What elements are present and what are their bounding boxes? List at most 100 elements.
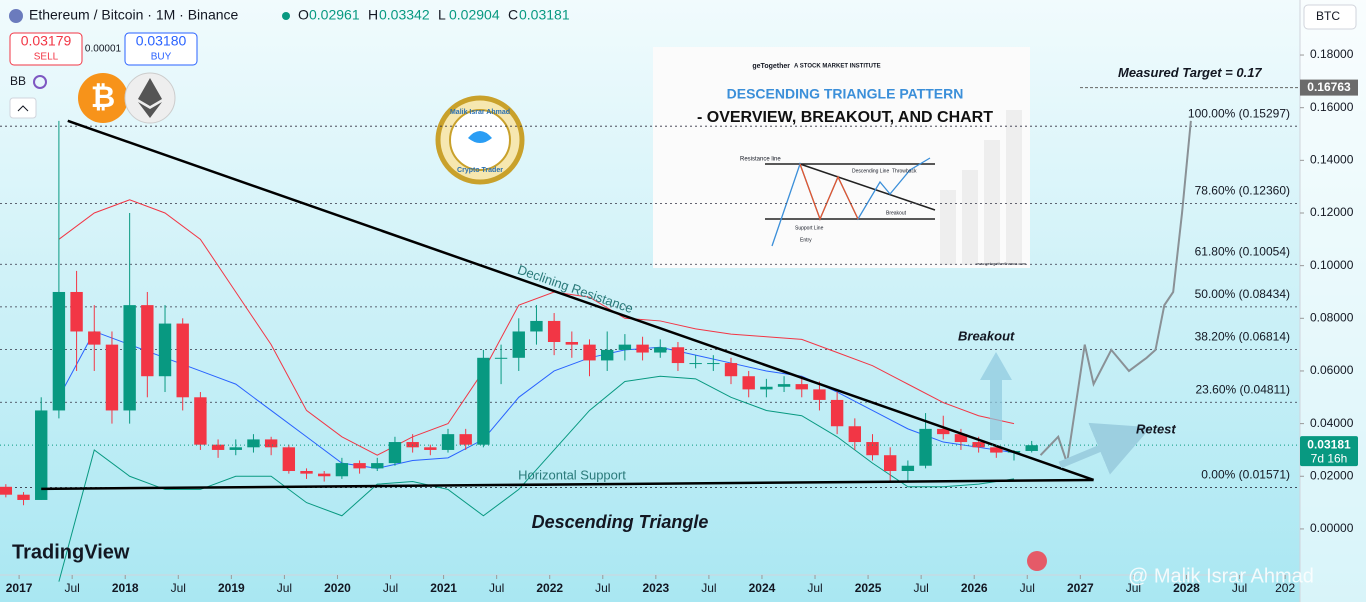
sell-price: 0.03179 bbox=[21, 33, 72, 49]
buy-button[interactable] bbox=[124, 32, 198, 66]
badge-sub: Crypto Trader bbox=[457, 167, 503, 174]
target-tag bbox=[1300, 79, 1358, 96]
candle-body bbox=[777, 384, 791, 387]
x-tick-label: Jul bbox=[1126, 581, 1141, 595]
x-tick-label: 2024 bbox=[749, 581, 776, 595]
candle-body bbox=[105, 344, 119, 411]
candle-body bbox=[990, 447, 1003, 453]
collapse-button[interactable] bbox=[9, 97, 37, 119]
candle-body bbox=[707, 363, 720, 365]
candle-body bbox=[211, 444, 225, 450]
y-tick-label: 0.18000 bbox=[1310, 47, 1354, 61]
candle-body bbox=[52, 291, 66, 411]
x-tick-label: 2017 bbox=[6, 581, 33, 595]
candle-body bbox=[848, 426, 862, 443]
candle-body bbox=[654, 347, 667, 353]
author: @ Malik Israr Ahmad bbox=[1128, 565, 1314, 587]
inset-image: geTogether A STOCK MARKET INSTITUTE DESC… bbox=[653, 47, 1030, 268]
inset-label: Support Line bbox=[795, 225, 824, 231]
candle-body bbox=[724, 363, 738, 377]
candle-body bbox=[671, 347, 685, 364]
candle-body bbox=[388, 442, 402, 464]
candle-body bbox=[477, 357, 490, 445]
trend-line bbox=[41, 478, 1094, 491]
x-tick-label: Jul bbox=[595, 581, 610, 595]
alert-icon[interactable] bbox=[1027, 551, 1047, 571]
candle-body bbox=[459, 434, 472, 445]
x-tick-label: Jul bbox=[277, 581, 292, 595]
candle-body bbox=[884, 455, 897, 472]
candle-body bbox=[158, 323, 172, 377]
candle-body bbox=[954, 434, 968, 443]
candle-body bbox=[636, 344, 649, 353]
candle-body bbox=[689, 363, 702, 365]
candle-body bbox=[406, 442, 419, 448]
header: Ethereum / Bitcoin · 1M · Binance O 0.029… bbox=[9, 4, 1357, 119]
candle-body bbox=[830, 399, 844, 427]
x-tick-label: Jul bbox=[383, 581, 398, 595]
band-line bbox=[58, 199, 1015, 456]
market-status bbox=[282, 12, 290, 20]
inset-institute: A STOCK MARKET INSTITUTE bbox=[794, 64, 881, 70]
symbol: Ethereum / Bitcoin · 1M · Binance bbox=[29, 7, 239, 23]
inset-subtitle: - OVERVIEW, BREAKOUT, AND CHART bbox=[697, 109, 993, 126]
x-tick-label: Jul bbox=[171, 581, 186, 595]
candle-body bbox=[866, 442, 879, 456]
currency-button[interactable] bbox=[1303, 4, 1357, 30]
y-tick-label: 0.06000 bbox=[1310, 363, 1354, 377]
candle-body bbox=[583, 344, 596, 361]
candle-body bbox=[494, 357, 508, 359]
fib-label: 0.00% (0.01571) bbox=[1201, 468, 1290, 482]
ohlc-key: O bbox=[298, 7, 309, 23]
candle-body bbox=[937, 428, 950, 435]
candle-body bbox=[565, 341, 579, 345]
x-tick-label: 2019 bbox=[218, 581, 245, 595]
inset-label: Resistance line bbox=[740, 157, 781, 163]
spread: 0.00001 bbox=[85, 44, 122, 55]
x-tick-label: Jul bbox=[1232, 581, 1247, 595]
x-tick-label: 2027 bbox=[1067, 581, 1094, 595]
sell-button[interactable] bbox=[9, 32, 83, 66]
fib-label: 38.20% (0.06814) bbox=[1195, 330, 1290, 344]
inset-bars bbox=[940, 110, 1022, 265]
band-line bbox=[58, 330, 1015, 469]
indicator-icon[interactable] bbox=[33, 75, 47, 89]
candle-body bbox=[512, 331, 525, 358]
svg-text:₿: ₿ bbox=[91, 81, 115, 114]
target-tag-label: 0.16763 bbox=[1307, 80, 1351, 94]
sell-label: SELL bbox=[34, 52, 59, 63]
candle-body bbox=[335, 463, 349, 477]
fib-label: 23.60% (0.04811) bbox=[1195, 382, 1290, 396]
inset-site: www.getogetherfinance.com bbox=[976, 261, 1027, 266]
x-tick-label: 2023 bbox=[642, 581, 669, 595]
x-tick-label: Jul bbox=[64, 581, 79, 595]
candle-body bbox=[919, 428, 932, 466]
buy-label: BUY bbox=[151, 52, 172, 63]
ohlc-value: 0.03181 bbox=[519, 7, 570, 23]
price-tag bbox=[1300, 436, 1358, 467]
x-tick-label: Jul bbox=[1020, 581, 1035, 595]
inset-label: Entry bbox=[800, 237, 812, 243]
ohlc-value: 0.02961 bbox=[309, 7, 360, 23]
ohlc-key: C bbox=[508, 7, 518, 23]
logos: ₿ bbox=[78, 72, 176, 124]
y-tick-label: 0.02000 bbox=[1310, 468, 1354, 482]
candle-body bbox=[318, 473, 331, 477]
y-tick-label: 0.14000 bbox=[1310, 153, 1354, 167]
symbol-icon bbox=[9, 9, 23, 23]
x-tick-label: 2025 bbox=[855, 581, 882, 595]
candle-body bbox=[371, 463, 384, 469]
candle-body bbox=[229, 447, 242, 450]
inset-title: DESCENDING TRIANGLE PATTERN bbox=[727, 86, 964, 102]
annotation: Retest bbox=[1136, 421, 1176, 436]
countdown: 7d 16h bbox=[1311, 451, 1348, 465]
trend-label: Horizontal Support bbox=[518, 467, 626, 482]
y-tick-label: 0.16000 bbox=[1310, 100, 1354, 114]
annotation: Descending Triangle bbox=[532, 512, 709, 532]
x-tick-label: 2018 bbox=[112, 581, 139, 595]
badge: Malik Israr Ahmad Crypto Trader bbox=[435, 95, 525, 185]
candle-body bbox=[17, 494, 30, 500]
x-tick-label: 2026 bbox=[961, 581, 988, 595]
annotation: Breakout bbox=[958, 328, 1015, 343]
